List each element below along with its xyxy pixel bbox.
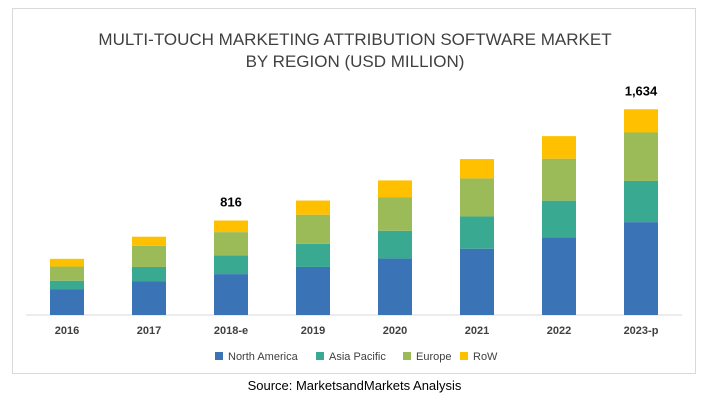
legend-swatch-north-america xyxy=(215,352,223,360)
bar-asia-pacific-2021 xyxy=(460,216,494,249)
bar-europe-2020 xyxy=(378,197,412,231)
bar-north-america-2019 xyxy=(296,266,330,315)
x-tick-label: 2020 xyxy=(383,325,407,337)
bar-north-america-2018-e xyxy=(214,274,248,315)
bar-asia-pacific-2019 xyxy=(296,243,330,267)
bar-europe-2023-p xyxy=(624,132,658,181)
bar-row-2019 xyxy=(296,200,330,215)
bar-europe-2021 xyxy=(460,178,494,217)
source-note: Source: MarketsandMarkets Analysis xyxy=(247,378,462,393)
x-tick-label: 2023-p xyxy=(624,325,659,337)
bar-europe-2022 xyxy=(542,158,576,201)
total-label: 1,634 xyxy=(625,83,658,98)
bar-north-america-2016 xyxy=(50,289,84,315)
legend-label-europe: Europe xyxy=(416,351,451,363)
bar-europe-2016 xyxy=(50,266,84,281)
x-tick-label: 2017 xyxy=(137,325,161,337)
bar-asia-pacific-2016 xyxy=(50,280,84,290)
bar-north-america-2021 xyxy=(460,248,494,315)
bar-europe-2019 xyxy=(296,214,330,244)
bar-north-america-2023-p xyxy=(624,222,658,315)
bar-europe-2018-e xyxy=(214,232,248,256)
chart-frame xyxy=(12,8,696,374)
legend-label-north-america: North America xyxy=(228,351,299,363)
chart-title-line: MULTI-TOUCH MARKETING ATTRIBUTION SOFTWA… xyxy=(98,30,611,49)
bar-asia-pacific-2022 xyxy=(542,200,576,238)
bar-row-2017 xyxy=(132,236,166,246)
stacked-bar-chart: MULTI-TOUCH MARKETING ATTRIBUTION SOFTWA… xyxy=(26,30,682,363)
x-tick-label: 2018-e xyxy=(214,325,248,337)
bar-row-2018-e xyxy=(214,220,248,233)
bar-north-america-2022 xyxy=(542,237,576,315)
bar-row-2020 xyxy=(378,180,412,198)
legend-label-row: RoW xyxy=(473,351,498,363)
bar-north-america-2020 xyxy=(378,258,412,315)
x-tick-label: 2021 xyxy=(465,325,489,337)
bar-row-2016 xyxy=(50,258,84,267)
bar-europe-2017 xyxy=(132,245,166,267)
total-label: 816 xyxy=(220,195,242,210)
legend-swatch-row xyxy=(460,352,468,360)
x-tick-label: 2022 xyxy=(547,325,571,337)
bar-row-2021 xyxy=(460,159,494,179)
x-tick-label: 2019 xyxy=(301,325,325,337)
bar-asia-pacific-2017 xyxy=(132,266,166,282)
bar-asia-pacific-2018-e xyxy=(214,255,248,275)
legend-swatch-asia-pacific xyxy=(316,352,324,360)
bar-asia-pacific-2020 xyxy=(378,230,412,259)
chart-title-line: BY REGION (USD MILLION) xyxy=(246,52,465,71)
legend-swatch-europe xyxy=(403,352,411,360)
bar-asia-pacific-2023-p xyxy=(624,180,658,223)
bar-row-2022 xyxy=(542,136,576,159)
x-tick-label: 2016 xyxy=(55,325,79,337)
bar-row-2023-p xyxy=(624,109,658,133)
bar-north-america-2017 xyxy=(132,281,166,315)
legend-label-asia-pacific: Asia Pacific xyxy=(329,351,386,363)
